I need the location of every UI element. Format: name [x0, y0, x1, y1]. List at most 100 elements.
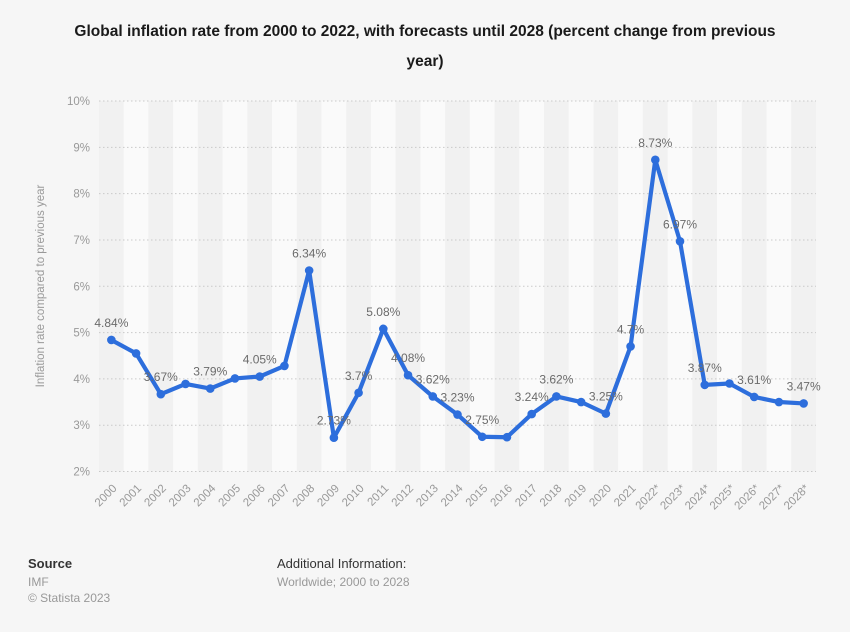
plot-stripe — [717, 101, 742, 472]
data-point[interactable] — [774, 397, 784, 407]
data-point-label: 5.08% — [366, 305, 400, 319]
x-tick-label: 2018 — [538, 483, 565, 510]
x-tick-label: 2027* — [757, 482, 787, 512]
data-point-label: 3.62% — [416, 372, 450, 386]
x-tick-label: 2025* — [708, 482, 738, 512]
plot-stripe — [148, 101, 174, 472]
data-point[interactable] — [527, 409, 536, 419]
data-point[interactable] — [799, 399, 808, 408]
x-tick-label: 2009 — [315, 483, 342, 510]
y-tick-label: 3% — [73, 420, 90, 432]
data-point[interactable] — [255, 372, 265, 381]
x-tick-label: 2012 — [390, 483, 417, 510]
data-point[interactable] — [329, 433, 339, 442]
data-point[interactable] — [650, 155, 660, 165]
data-point[interactable] — [552, 392, 561, 401]
data-point[interactable] — [502, 432, 512, 442]
x-tick-label: 2004 — [192, 482, 219, 509]
data-point[interactable] — [230, 374, 240, 383]
data-point-label: 3.23% — [440, 391, 474, 405]
plot-stripe — [420, 101, 446, 472]
data-point-label: 3.47% — [787, 379, 821, 393]
data-point[interactable] — [725, 379, 734, 388]
x-tick-label: 2005 — [217, 483, 244, 510]
additional-info-block: Additional Information: Worldwide; 2000 … — [277, 556, 410, 590]
data-point-label: 4.7% — [617, 322, 645, 336]
data-point[interactable] — [304, 266, 314, 275]
data-point[interactable] — [403, 370, 413, 380]
data-point-label: 6.34% — [292, 247, 326, 261]
data-point-label: 3.61% — [737, 373, 771, 387]
data-point-label: 3.24% — [515, 390, 549, 404]
y-axis-title: Inflation rate compared to previous year — [35, 185, 47, 388]
data-point-label: 6.97% — [663, 217, 697, 231]
y-tick-label: 8% — [73, 189, 90, 201]
x-tick-label: 2013 — [414, 483, 441, 510]
plot-stripe — [321, 101, 347, 472]
y-tick-label: 10% — [67, 96, 90, 108]
x-tick-label: 2017 — [513, 483, 540, 510]
inflation-line-chart: 2%3%4%5%6%7%8%9%10%200020012002200320042… — [35, 96, 821, 512]
x-tick-label: 2003 — [167, 483, 194, 510]
data-point[interactable] — [576, 397, 586, 407]
data-point-label: 2.73% — [317, 414, 351, 428]
data-point[interactable] — [700, 380, 710, 390]
data-point[interactable] — [379, 324, 388, 334]
x-tick-label: 2007 — [266, 483, 293, 510]
data-point-label: 4.84% — [94, 316, 128, 330]
data-point-label: 4.05% — [243, 353, 277, 367]
plot-stripe — [197, 101, 223, 472]
plot-stripe — [173, 101, 198, 472]
x-tick-label: 2026* — [733, 482, 763, 512]
x-tick-label: 2015 — [464, 483, 491, 510]
x-tick-label: 2006 — [241, 483, 268, 510]
plot-stripe — [469, 101, 495, 472]
x-tick-label: 2000 — [93, 483, 120, 510]
x-tick-label: 2019 — [563, 483, 590, 510]
data-point[interactable] — [428, 392, 438, 401]
additional-info-text: Worldwide; 2000 to 2028 — [277, 575, 410, 589]
data-point-label: 3.7% — [345, 369, 373, 383]
data-point-label: 3.62% — [539, 372, 573, 386]
x-tick-label: 2010 — [340, 483, 367, 510]
x-tick-label: 2016 — [488, 483, 515, 510]
data-point-label: 3.25% — [589, 390, 623, 404]
data-point[interactable] — [354, 388, 363, 398]
copyright: © Statista 2023 — [28, 591, 111, 605]
x-tick-label: 2028* — [782, 482, 812, 512]
x-tick-label: 2002 — [142, 483, 169, 510]
data-point[interactable] — [156, 389, 166, 399]
data-point-label: 4.08% — [391, 351, 425, 365]
y-tick-label: 5% — [73, 328, 90, 340]
data-point[interactable] — [749, 392, 759, 402]
source-name: IMF — [28, 575, 49, 589]
data-point[interactable] — [675, 237, 685, 246]
x-tick-label: 2008 — [291, 483, 318, 510]
x-tick-label: 2001 — [118, 483, 145, 510]
x-tick-label: 2023* — [658, 482, 688, 512]
x-tick-label: 2014 — [439, 482, 466, 509]
data-point[interactable] — [131, 349, 141, 358]
data-point-label: 3.87% — [688, 361, 722, 375]
data-point[interactable] — [280, 361, 289, 371]
chart-title: Global inflation rate from 2000 to 2022,… — [74, 23, 776, 70]
plot-stripe — [296, 101, 322, 472]
x-tick-label: 2024* — [683, 482, 713, 512]
x-tick-label: 2011 — [365, 483, 391, 509]
data-point[interactable] — [601, 409, 611, 418]
plot-stripe — [568, 101, 594, 472]
data-point[interactable] — [181, 379, 190, 389]
data-point[interactable] — [107, 335, 116, 345]
x-tick-label: 2022* — [634, 482, 664, 512]
y-tick-label: 6% — [73, 281, 90, 293]
data-point[interactable] — [626, 342, 635, 351]
y-tick-label: 2% — [73, 467, 90, 479]
additional-info-heading: Additional Information: — [277, 556, 407, 571]
y-tick-label: 7% — [73, 235, 90, 247]
y-tick-label: 9% — [73, 142, 90, 154]
data-point[interactable] — [453, 410, 462, 419]
plot-stripe — [741, 101, 767, 472]
data-point[interactable] — [477, 432, 487, 442]
data-point[interactable] — [205, 384, 215, 393]
